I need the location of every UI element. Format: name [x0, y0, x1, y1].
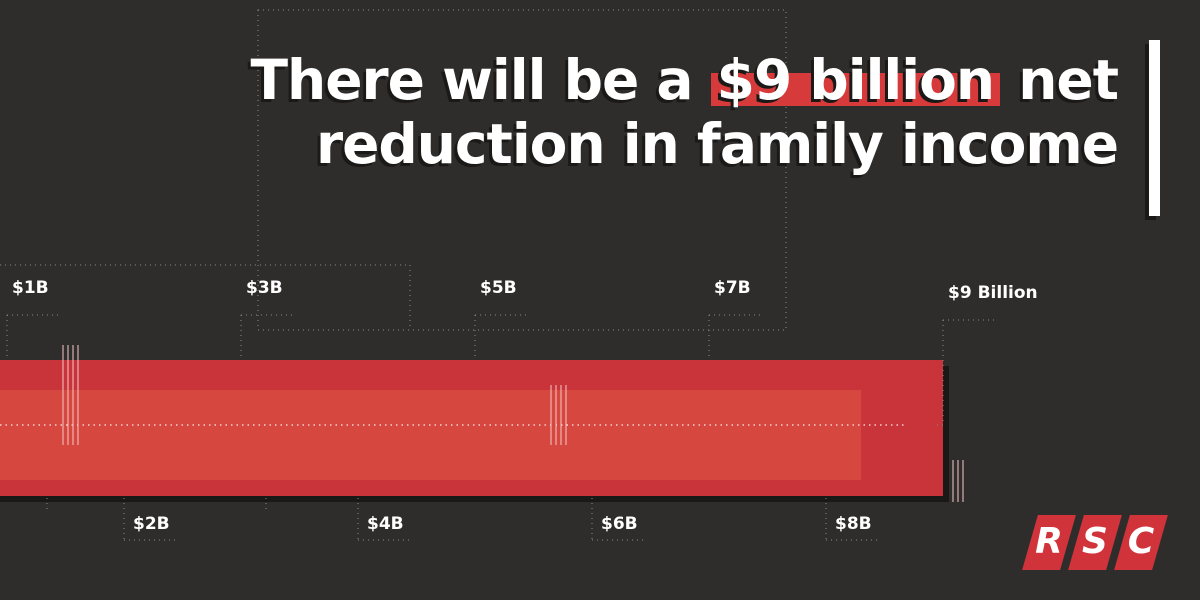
tick-label: $6B [601, 514, 638, 534]
tick-label: $9 Billion [948, 283, 1038, 303]
headline: There will be a $9 billion net reduction… [250, 48, 1119, 176]
tick-3: $3B [240, 278, 293, 358]
tick-2: $2B [123, 498, 176, 541]
bar-inner-band [0, 390, 862, 480]
rsc-logo: R S C [1022, 515, 1168, 570]
tick-label: $7B [714, 278, 751, 298]
headline-text-after: net [1000, 48, 1119, 112]
tick-7: $7B [708, 278, 761, 358]
headline-text-before: There will be a [250, 48, 711, 112]
tick-group: $1B $2B $3B $4B $5B $6B $7B $8B $9 Billion [6, 278, 1038, 541]
tick-5: $5B [474, 278, 527, 358]
tick-label: $2B [133, 514, 170, 534]
logo-letter-c: C [1127, 521, 1155, 562]
hatch-marks-3 [952, 460, 964, 502]
headline-divider [1149, 40, 1160, 216]
decor-frame-left [0, 264, 411, 330]
logo-letter-r: R [1035, 521, 1063, 562]
tick-6: $6B [591, 498, 644, 541]
tick-label: $3B [246, 278, 283, 298]
hatch-marks-1 [62, 345, 79, 445]
tick-8: $8B [825, 498, 878, 541]
tick-label: $8B [835, 514, 872, 534]
decor-frame-large [257, 9, 787, 331]
tick-4: $4B [357, 498, 410, 541]
tick-label: $1B [12, 278, 49, 298]
tick-1: $1B [6, 278, 59, 358]
tick-9: $9 Billion [933, 283, 1038, 426]
headline-highlight: $9 billion [710, 48, 1001, 112]
headline-line-2: reduction in family income [315, 112, 1119, 176]
hatch-marks-2 [550, 385, 567, 445]
bar-group [0, 345, 964, 502]
background-frames [0, 9, 787, 331]
logo-letter-s: S [1082, 521, 1108, 562]
tick-label: $4B [367, 514, 404, 534]
headline-line-1: There will be a $9 billion net [250, 48, 1119, 112]
tick-label: $5B [480, 278, 517, 298]
